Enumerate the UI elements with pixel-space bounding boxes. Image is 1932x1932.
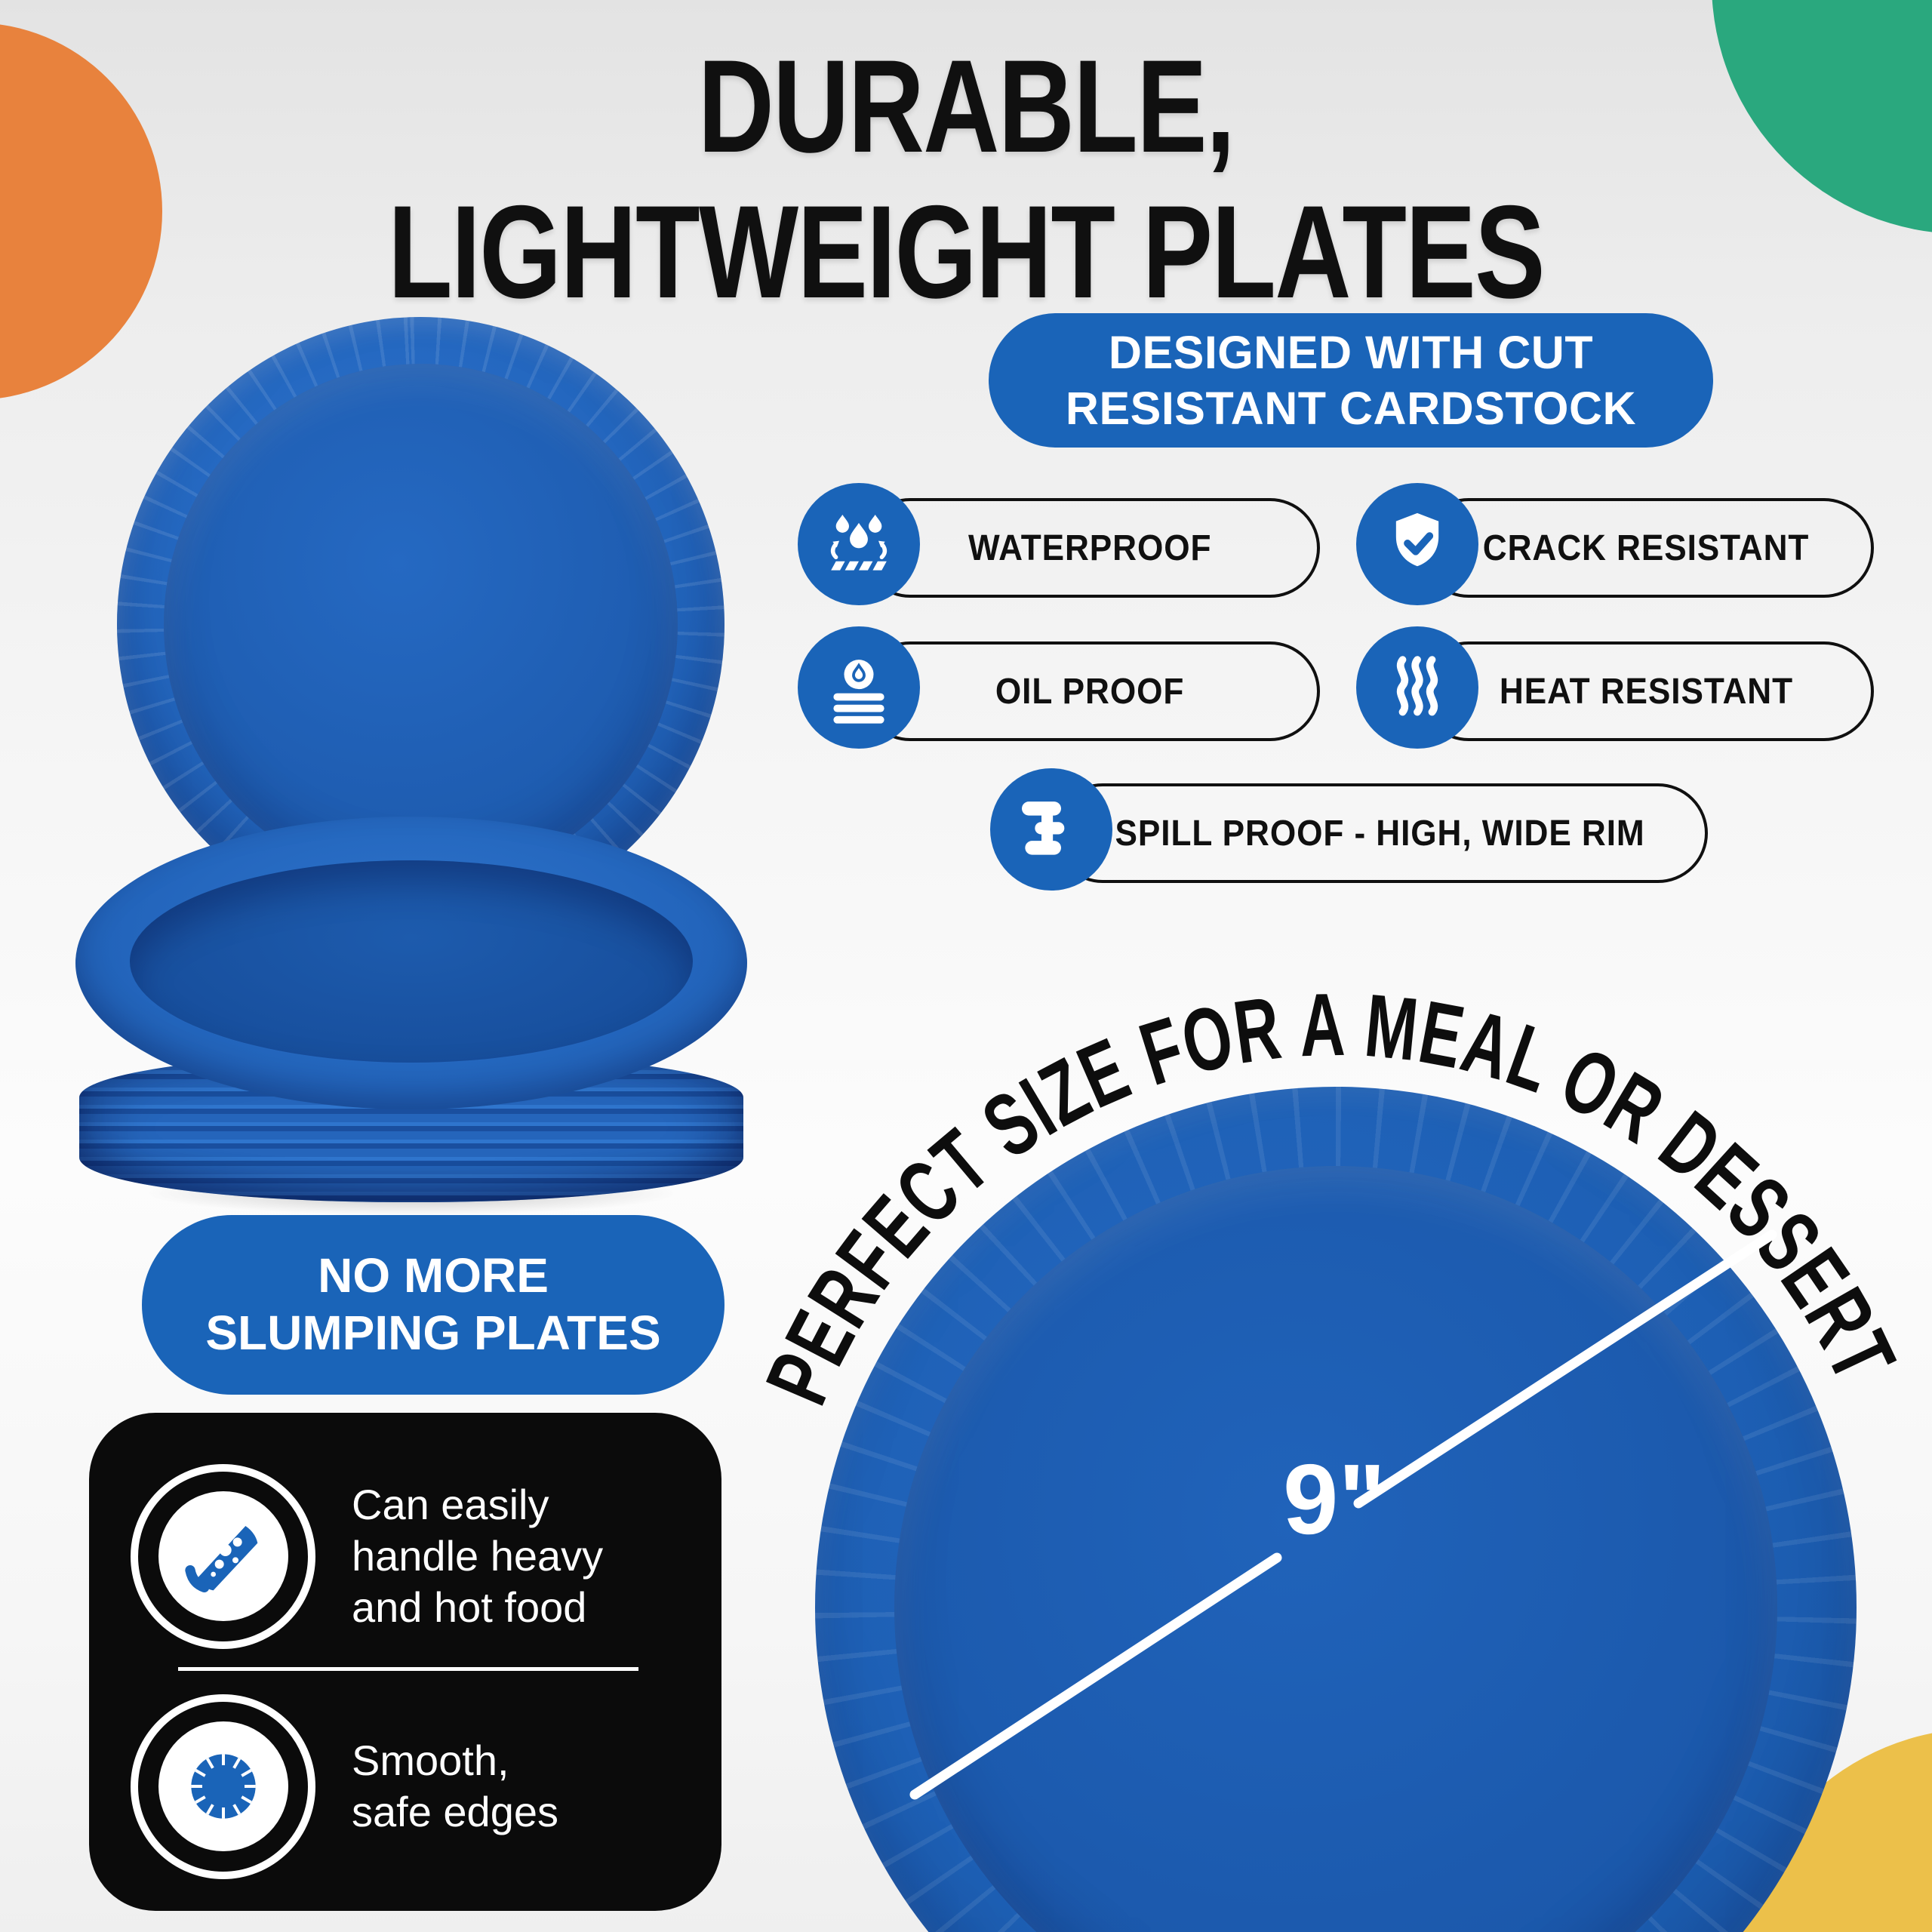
feature-heat-resistant-label: HEAT RESISTANT [1499, 671, 1794, 712]
feature-spill-proof: SPILL PROOF - HIGH, WIDE RIM [1053, 783, 1708, 883]
benefit-safe-edges: Smooth, safe edges [131, 1694, 699, 1879]
benefits-card: Can easily handle heavy and hot food [89, 1413, 721, 1911]
no-slumping-badge: NO MORE SLUMPING PLATES [142, 1215, 724, 1395]
benefit-icon-ring [131, 1694, 315, 1879]
feature-crack-resistant: CRACK RESISTANT [1419, 498, 1874, 598]
oil-drop-layers-icon [798, 626, 920, 749]
plate-stack-well [130, 860, 693, 1063]
feature-spill-proof-label: SPILL PROOF - HIGH, WIDE RIM [1115, 813, 1646, 854]
benefit-heavy-food-text: Can easily handle heavy and hot food [352, 1480, 604, 1632]
title-line-1: DURABLE, [697, 33, 1235, 180]
feature-oil-proof: OIL PROOF [860, 641, 1320, 741]
title-line-2: LIGHTWEIGHT PLATES [388, 178, 1545, 326]
measured-plate-face [894, 1166, 1777, 1932]
feature-oil-proof-label: OIL PROOF [995, 671, 1185, 712]
water-drops-bounce-icon [798, 483, 920, 605]
benefit-icon-ring [131, 1463, 315, 1649]
card-divider [178, 1667, 638, 1671]
feature-heat-resistant: HEAT RESISTANT [1419, 641, 1874, 741]
leaning-plate-face [155, 355, 687, 894]
measured-plate [815, 1087, 1857, 1932]
benefit-heavy-food: Can easily handle heavy and hot food [131, 1463, 699, 1649]
page-title: DURABLE, LIGHTWEIGHT PLATES [0, 33, 1932, 326]
cardstock-badge: DESIGNED WITH CUT RESISTANT CARDSTOCK [989, 313, 1713, 448]
cardstock-badge-line-1: DESIGNED WITH CUT [1108, 326, 1594, 378]
feature-waterproof-label: WATERPROOF [968, 528, 1212, 568]
feature-waterproof: WATERPROOF [860, 498, 1320, 598]
plate-stack-top-face [75, 817, 747, 1109]
heat-waves-icon [1356, 626, 1478, 749]
no-slumping-line-1: NO MORE [318, 1248, 549, 1303]
plate-top-view-icon [158, 1721, 288, 1851]
plate-stack-photo [45, 306, 785, 1230]
feature-crack-resistant-label: CRACK RESISTANT [1483, 528, 1810, 568]
pizza-slice-icon [158, 1491, 288, 1621]
plate-rim-profile-icon [990, 768, 1112, 891]
shield-check-icon [1356, 483, 1478, 605]
no-slumping-line-2: SLUMPING PLATES [205, 1306, 661, 1360]
cardstock-badge-line-2: RESISTANT CARDSTOCK [1065, 383, 1637, 434]
benefit-safe-edges-text: Smooth, safe edges [352, 1736, 558, 1835]
